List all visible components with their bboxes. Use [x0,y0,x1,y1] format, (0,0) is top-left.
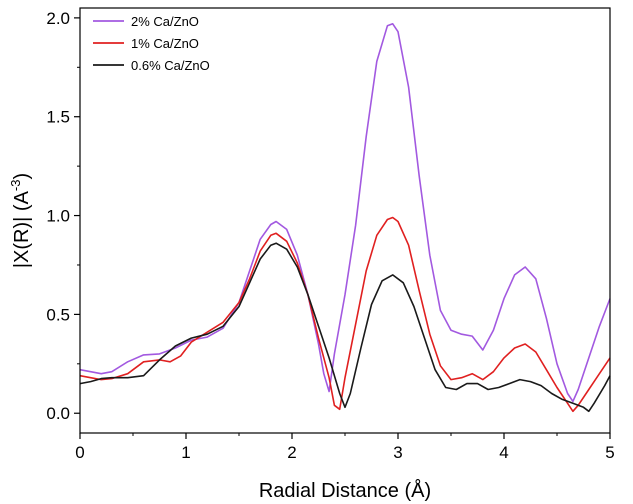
x-tick-label: 4 [499,443,508,462]
series-line-3 [79,242,611,413]
x-tick-labels: 0 1 2 3 4 5 [75,443,614,462]
y-tick-labels: 0.0 0.5 1.0 1.5 2.0 [46,9,70,423]
legend: 2% Ca/ZnO 1% Ca/ZnO 0.6% Ca/ZnO [93,14,210,73]
x-tick-label: 2 [287,443,296,462]
x-tick-label: 1 [181,443,190,462]
series-line-1 [79,22,611,403]
legend-label-1: 2% Ca/ZnO [131,14,199,29]
y-tick-label: 2.0 [46,9,70,28]
y-tick-label: 1.0 [46,207,70,226]
legend-label-2: 1% Ca/ZnO [131,36,199,51]
series-line-2 [79,216,611,413]
y-axis-title-superscript: -3 [8,180,23,192]
y-tick-label: 1.5 [46,108,70,127]
x-axis-title: Radial Distance (Å) [259,479,431,502]
x-tick-label: 3 [393,443,402,462]
legend-label-3: 0.6% Ca/ZnO [131,58,210,73]
series-layer [79,22,611,413]
y-axis-title-close: ) [11,173,33,180]
y-axis-title-main: |X(R)| (A [11,190,33,268]
axis-ticks [74,17,611,439]
y-tick-label: 0.5 [46,305,70,324]
y-axis-title: |X(R)| (A-3) [8,173,33,268]
y-tick-label: 0.0 [46,404,70,423]
x-tick-label: 5 [605,443,614,462]
x-tick-label: 0 [75,443,84,462]
